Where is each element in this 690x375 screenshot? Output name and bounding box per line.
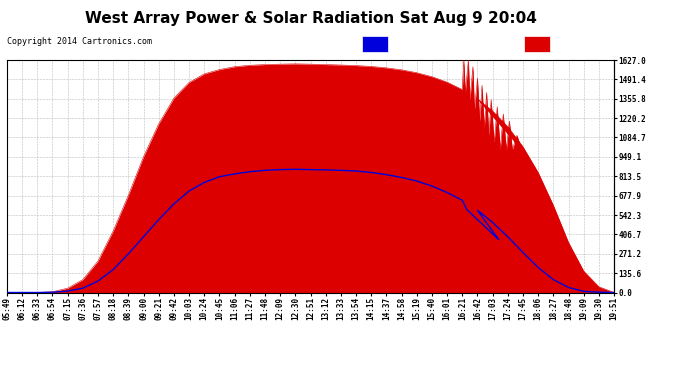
Text: Copyright 2014 Cartronics.com: Copyright 2014 Cartronics.com <box>7 38 152 46</box>
FancyBboxPatch shape <box>524 36 550 52</box>
Text: West Array Power & Solar Radiation Sat Aug 9 20:04: West Array Power & Solar Radiation Sat A… <box>85 11 536 26</box>
FancyBboxPatch shape <box>362 36 388 52</box>
Text: West Array (DC Watts): West Array (DC Watts) <box>557 40 669 49</box>
Text: Radiation (w/m2): Radiation (w/m2) <box>395 40 480 49</box>
